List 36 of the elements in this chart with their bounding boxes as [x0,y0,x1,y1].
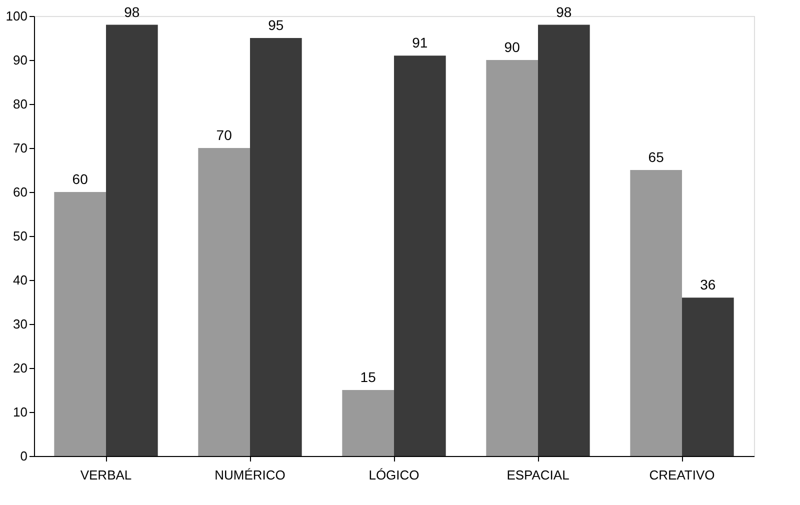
data-label: 98 [124,4,140,20]
data-label: 36 [700,276,716,293]
bar [394,56,446,456]
data-label: 90 [504,39,520,55]
bar [538,24,590,456]
y-tick-label: 80 [13,96,28,112]
x-tick-label: CREATIVO [649,468,715,482]
y-tick-label: 40 [13,272,28,288]
data-label: 65 [648,149,664,165]
y-tick-label: 0 [20,448,28,464]
bar [342,390,394,456]
bar [630,170,682,456]
y-tick-label: 70 [13,140,28,156]
bar [198,148,250,456]
bar [486,60,538,456]
y-tick-label: 20 [13,360,28,376]
data-label: 91 [412,34,428,51]
x-tick-label: LÓGICO [368,468,420,482]
data-label: 60 [72,171,88,187]
bar [250,38,302,456]
bar [54,192,106,456]
bar [106,24,158,456]
data-label: 15 [360,369,376,385]
y-tick-label: 90 [13,52,28,68]
y-tick-label: 60 [13,184,28,200]
x-tick-label: NUMÉRICO [214,468,286,482]
y-tick-label: 10 [13,404,28,420]
data-label: 95 [268,17,284,33]
data-label: 70 [216,127,232,143]
data-label: 98 [556,4,572,20]
y-tick-label: 100 [6,8,28,24]
y-tick-label: 30 [13,316,28,332]
y-tick-label: 50 [13,228,28,244]
bar [682,298,734,456]
x-tick-label: VERBAL [80,468,132,482]
x-tick-label: ESPACIAL [506,468,570,482]
